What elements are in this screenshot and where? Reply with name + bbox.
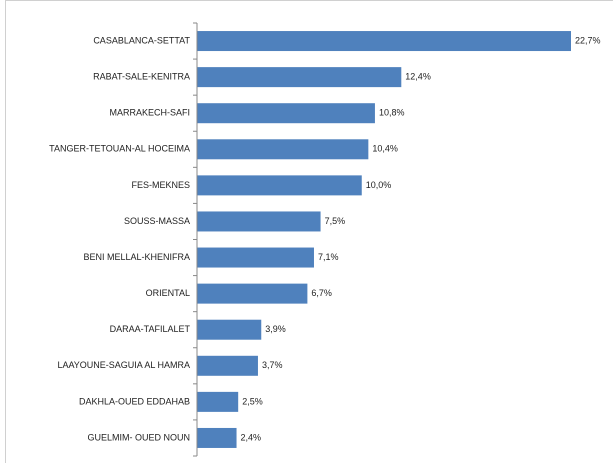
value-label: 10,8% bbox=[379, 108, 405, 118]
value-label: 2,4% bbox=[241, 432, 262, 442]
bar bbox=[197, 427, 237, 448]
bar bbox=[197, 355, 258, 376]
bar bbox=[197, 319, 262, 340]
category-label: GUELMIM- OUED NOUN bbox=[87, 432, 190, 442]
category-label: DARAA-TAFILALET bbox=[110, 324, 191, 334]
category-label: BENI MELLAL-KHENIFRA bbox=[83, 252, 190, 262]
bar bbox=[197, 283, 308, 304]
bar bbox=[197, 247, 314, 268]
value-label: 10,4% bbox=[372, 144, 398, 154]
frame bbox=[5, 0, 613, 463]
category-label: LAAYOUNE-SAGUIA AL HAMRA bbox=[57, 360, 190, 370]
bar bbox=[197, 103, 375, 124]
bar bbox=[197, 67, 402, 88]
category-label: CASABLANCA-SETTAT bbox=[93, 35, 190, 45]
value-label: 10,0% bbox=[366, 180, 392, 190]
bar bbox=[197, 31, 571, 52]
category-label: FES-MEKNES bbox=[131, 180, 190, 190]
category-label: ORIENTAL bbox=[146, 288, 190, 298]
bar bbox=[197, 391, 239, 412]
value-label: 7,1% bbox=[318, 252, 339, 262]
bar bbox=[197, 211, 321, 232]
value-label: 7,5% bbox=[325, 216, 346, 226]
value-label: 2,5% bbox=[242, 396, 263, 406]
category-label: MARRAKECH-SAFI bbox=[109, 108, 190, 118]
category-label: SOUSS-MASSA bbox=[124, 216, 190, 226]
value-label: 12,4% bbox=[405, 72, 431, 82]
category-label: DAKHLA-OUED EDDAHAB bbox=[79, 396, 190, 406]
category-label: TANGER-TETOUAN-AL HOCEIMA bbox=[49, 144, 190, 154]
category-label: RABAT-SALE-KENITRA bbox=[93, 72, 190, 82]
value-label: 6,7% bbox=[311, 288, 332, 298]
bar bbox=[197, 139, 369, 160]
value-label: 3,9% bbox=[265, 324, 286, 334]
value-label: 3,7% bbox=[262, 360, 283, 370]
bar bbox=[197, 175, 362, 196]
value-label: 22,7% bbox=[575, 35, 601, 45]
